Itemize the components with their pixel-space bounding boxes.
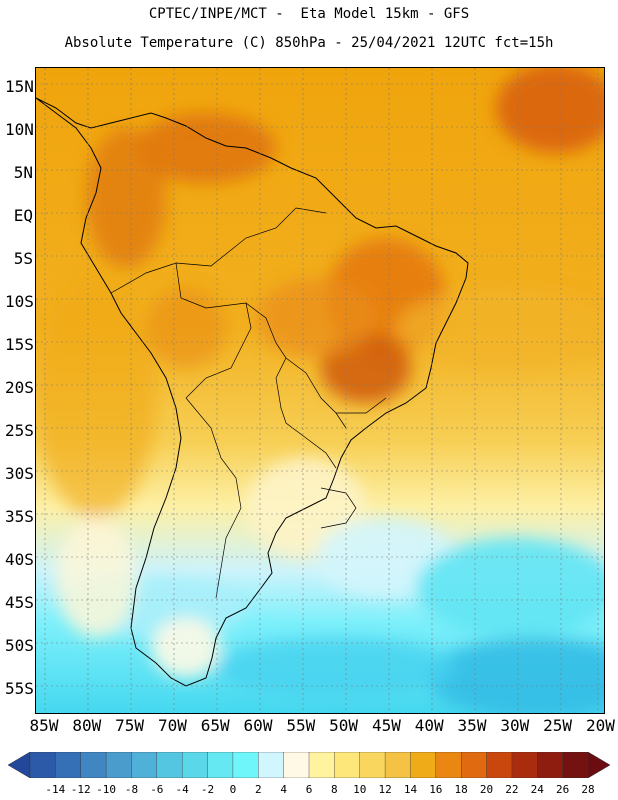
colorbar-tick-label: -14 — [45, 783, 66, 796]
colorbar-bin — [384, 752, 412, 778]
lat-label: 25S — [5, 421, 34, 440]
colorbar-tick-label: -4 — [175, 783, 189, 796]
lat-label: 10S — [5, 292, 34, 311]
colorbar-bin — [105, 752, 133, 778]
colorbar-tick-label: 26 — [556, 783, 570, 796]
colorbar-bin — [410, 752, 437, 778]
lon-label: 40W — [414, 716, 444, 735]
colorbar-tick-label: 22 — [505, 783, 519, 796]
colorbar-bin — [435, 752, 462, 778]
colorbar-bin — [486, 752, 513, 778]
lon-label: 75W — [115, 716, 145, 735]
colorbar-tick-label: 16 — [429, 783, 443, 796]
colorbar-tick-label: 8 — [331, 783, 338, 796]
colorbar-bin — [181, 752, 209, 778]
colorbar-bin — [308, 752, 336, 778]
map-layers — [36, 68, 604, 713]
temperature-map — [35, 67, 605, 714]
colorbar-bin — [283, 752, 310, 778]
colorbar-tick-label: -6 — [150, 783, 164, 796]
colorbar-bin — [207, 752, 234, 778]
lon-label: 55W — [286, 716, 316, 735]
colorbar-tick-label: 0 — [229, 783, 237, 796]
colorbar-bin — [511, 752, 538, 778]
lat-label: 15S — [5, 335, 34, 354]
lon-label: 60W — [243, 716, 273, 735]
lon-label: 30W — [500, 716, 530, 735]
colorbar-tick-label: -8 — [124, 783, 139, 796]
title-line-1: CPTEC/INPE/MCT - Eta Model 15km - GFS — [148, 6, 470, 22]
colorbar-tick-label: 6 — [305, 783, 313, 796]
colorbar-bin — [537, 752, 564, 778]
lon-label: 70W — [157, 716, 187, 735]
colorbar-tick-label: 28 — [581, 783, 595, 796]
colorbar-high-arrow — [587, 752, 610, 778]
colorbar-bin — [232, 752, 259, 778]
colorbar-tick-label: 24 — [530, 783, 544, 796]
colorbar-bin — [334, 752, 361, 778]
colorbar-tick-label: -10 — [96, 783, 117, 796]
lon-label: 65W — [200, 716, 230, 735]
lat-label: 35S — [5, 507, 34, 526]
colorbar-tick-label: 2 — [254, 783, 262, 796]
colorbar-bin — [460, 752, 488, 778]
lon-label: 35W — [457, 716, 487, 735]
country-borders — [110, 207, 387, 599]
colorbar-tick-label: 12 — [378, 783, 392, 796]
lon-label: 85W — [29, 716, 59, 735]
colorbar-tick-label: 18 — [454, 783, 468, 796]
colorbar-bin — [80, 752, 107, 778]
colorbar-tick-label: 4 — [280, 783, 287, 796]
south-america-outline — [36, 97, 469, 687]
lat-label: 30S — [5, 464, 34, 483]
colorbar — [8, 752, 610, 778]
lat-label: 45S — [5, 593, 34, 612]
colorbar-bin — [258, 752, 285, 778]
colorbar-tick-label: 10 — [353, 783, 367, 796]
colorbar-bin — [359, 752, 386, 778]
lon-label: 20W — [585, 716, 615, 735]
lat-label: 15N — [5, 77, 34, 96]
lat-label: 40S — [5, 550, 34, 569]
lon-label: 80W — [72, 716, 102, 735]
lon-label: 45W — [371, 716, 401, 735]
lon-label: 50W — [329, 716, 359, 735]
colorbar-tick-label: 14 — [403, 783, 418, 796]
temperature-field — [36, 68, 604, 713]
lat-label: 20S — [5, 378, 34, 397]
lat-label: 5S — [13, 249, 33, 268]
lat-label: 50S — [5, 636, 34, 655]
title-line-2: Absolute Temperature (C) 850hPa - 25/04/… — [64, 35, 554, 51]
colorbar-tick-label: -2 — [200, 783, 215, 796]
colorbar-bin — [131, 752, 158, 778]
colorbar-bin — [29, 752, 57, 778]
colorbar-bin — [156, 752, 183, 778]
lat-label: 10N — [5, 120, 34, 139]
lon-label: 25W — [543, 716, 573, 735]
colorbar-tick-label: 20 — [479, 783, 494, 796]
lat-label: 55S — [5, 679, 34, 698]
colorbar-low-arrow — [8, 752, 31, 778]
colorbar-bin — [55, 752, 82, 778]
lat-label: 5N — [13, 163, 33, 182]
colorbar-tick-label: -12 — [70, 783, 91, 796]
lat-label: EQ — [13, 206, 33, 225]
colorbar-bin — [562, 752, 589, 778]
